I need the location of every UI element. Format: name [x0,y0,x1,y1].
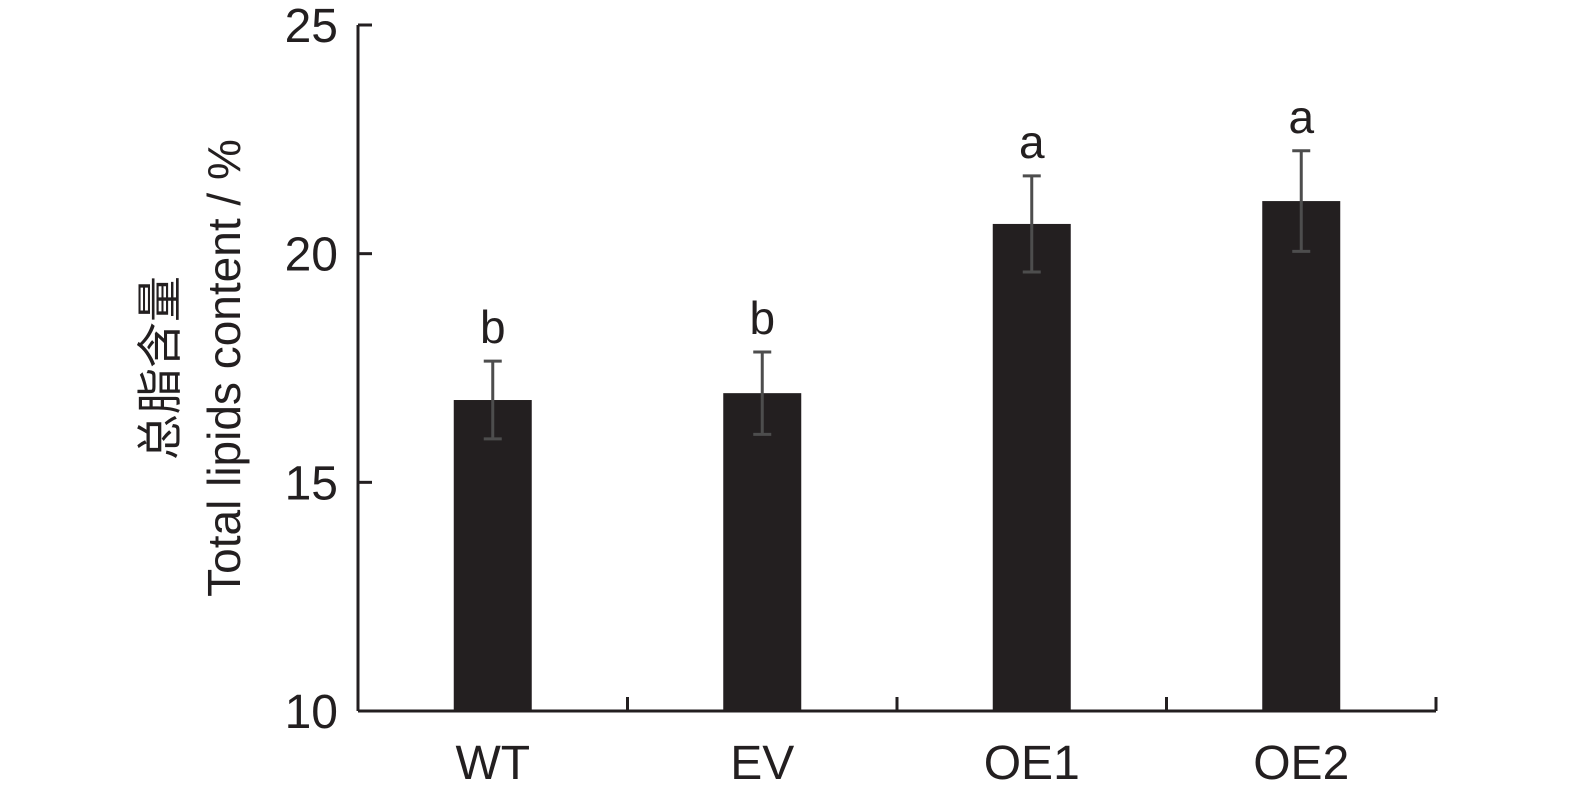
significance-label: a [1288,91,1314,143]
significance-label: b [749,292,775,344]
bar-ev [723,393,802,711]
y-tick-label: 10 [285,686,338,739]
y-tick-label: 25 [285,0,338,53]
bars [453,149,1341,711]
y-axis-label-group: 总脂含量 Total lipids content / % [133,139,250,597]
labels: b WT b EV a OE1 a OE2 [455,91,1349,790]
x-tick-label: OE1 [984,737,1080,790]
y-tick-label: 15 [285,457,338,510]
bar-oe2 [1262,201,1341,711]
significance-label: a [1019,116,1045,168]
x-tick-label: WT [455,737,530,790]
y-axis-label: Total lipids content / % [198,139,250,597]
axes: 10 15 20 25 [285,0,1438,739]
x-tick-label: EV [730,737,794,790]
y-axis-label-chinese: 总脂含量 [133,276,187,460]
bar-oe1 [992,223,1071,711]
significance-label: b [480,301,506,353]
y-tick-label: 20 [285,229,338,282]
x-tick-label: OE2 [1253,737,1349,790]
bar-wt [453,400,532,711]
